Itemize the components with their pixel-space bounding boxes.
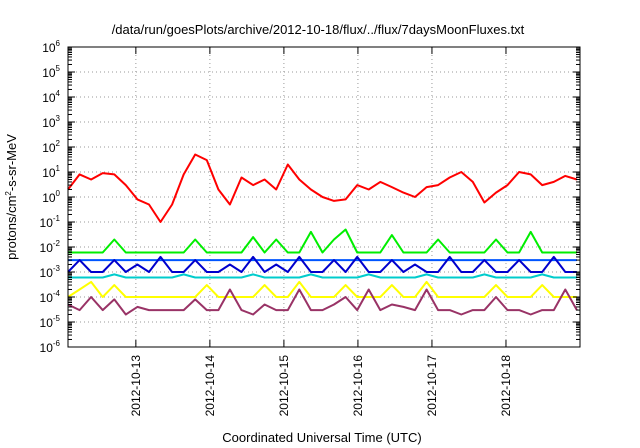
x-tick-label: 2012-10-17	[425, 355, 439, 417]
y-tick-label: 10-4	[40, 289, 61, 305]
y-tick-exp: -4	[53, 289, 61, 298]
y-tick-exp: -1	[53, 214, 61, 223]
y-tick-base: 10	[42, 91, 56, 105]
y-tick-label: 105	[42, 64, 60, 80]
x-axis-label: Coordinated Universal Time (UTC)	[222, 430, 421, 445]
y-tick-label: 106	[42, 39, 60, 55]
series-line-6	[67, 280, 577, 298]
y-tick-exp: 6	[56, 39, 61, 48]
y-axis-label: protons/cm2-s-sr-MeV	[4, 134, 19, 260]
x-tick-label: 2012-10-13	[129, 355, 143, 417]
y-tick-label: 102	[42, 139, 60, 155]
series-line-2	[68, 228, 577, 254]
y-tick-exp: 2	[56, 139, 61, 148]
y-tick-label: 101	[42, 164, 60, 180]
y-tick-base: 10	[40, 216, 54, 230]
series-line-7	[67, 288, 578, 316]
y-tick-label: 10-2	[40, 239, 61, 255]
y-tick-label: 10-5	[40, 314, 61, 330]
x-tick-labels: 2012-10-13 2012-10-14 2012-10-15 2012-10-16…	[129, 355, 513, 417]
y-tick-exp: -6	[53, 339, 61, 348]
y-tick-base: 10	[40, 266, 54, 280]
y-tick-base: 10	[40, 341, 54, 355]
y-tick-base: 10	[42, 116, 56, 130]
y-tick-base: 10	[42, 191, 56, 205]
chart-title: /data/run/goesPlots/archive/2012-10-18/f…	[112, 22, 525, 37]
y-tick-label: 10-6	[40, 339, 61, 355]
y-tick-base: 10	[40, 291, 54, 305]
y-tick-label: 104	[42, 89, 60, 105]
y-tick-exp: 1	[56, 164, 61, 173]
x-tick-label: 2012-10-18	[499, 355, 513, 417]
y-tick-label: 100	[42, 189, 60, 205]
y-tick-exp: 0	[56, 189, 61, 198]
y-tick-base: 10	[42, 141, 56, 155]
y-tick-exp: -2	[53, 239, 61, 248]
y-tick-base: 10	[42, 66, 56, 80]
x-tick-label: 2012-10-15	[277, 355, 291, 417]
series-line-4	[67, 255, 577, 273]
ticks	[68, 46, 580, 348]
y-tick-label: 10-3	[40, 264, 61, 280]
x-tick-label: 2012-10-16	[351, 355, 365, 417]
y-tick-exp: 4	[56, 89, 61, 98]
y-tick-labels: 10-610-510-410-310-210-11001011021031041…	[40, 39, 61, 355]
y-tick-exp: -3	[53, 264, 61, 273]
series-line-5	[68, 273, 577, 279]
y-tick-exp: 5	[56, 64, 61, 73]
y-tick-label: 103	[42, 114, 60, 130]
y-tick-base: 10	[42, 166, 56, 180]
series-group	[67, 153, 578, 316]
series-line-1	[67, 153, 578, 223]
y-tick-label: 10-1	[40, 214, 61, 230]
y-tick-base: 10	[40, 241, 54, 255]
y-tick-base: 10	[40, 316, 54, 330]
y-tick-base: 10	[42, 41, 56, 55]
y-tick-exp: -5	[53, 314, 61, 323]
x-tick-label: 2012-10-14	[203, 355, 217, 417]
y-tick-exp: 3	[56, 114, 61, 123]
